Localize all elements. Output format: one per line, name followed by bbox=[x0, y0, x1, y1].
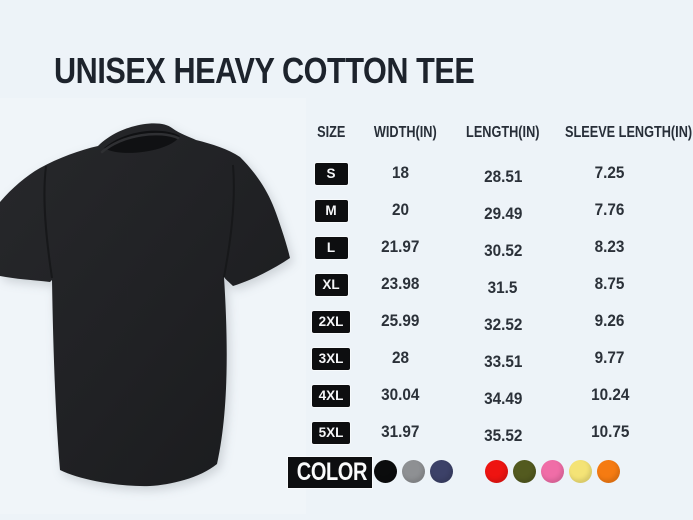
size-table: SIZE WIDTH(IN) LENGTH(IN) SLEEVE LENGTH(… bbox=[295, 115, 693, 455]
table-row: M 20 29.49 7.76 bbox=[295, 199, 693, 223]
size-badge: 3XL bbox=[311, 348, 351, 370]
sleeve-value: 9.77 bbox=[595, 348, 625, 367]
color-swatch bbox=[597, 460, 620, 483]
length-value: 30.52 bbox=[483, 241, 523, 260]
table-row: 5XL 31.97 35.52 10.75 bbox=[295, 421, 693, 445]
sleeve-value: 9.26 bbox=[595, 311, 625, 330]
tshirt-sleeve-seam-left bbox=[43, 165, 53, 279]
sleeve-value: 7.76 bbox=[595, 200, 625, 219]
width-value: 25.99 bbox=[380, 311, 420, 330]
color-swatch bbox=[513, 460, 536, 483]
table-row: S 18 28.51 7.25 bbox=[295, 162, 693, 186]
column-header-length: LENGTH(IN) bbox=[466, 124, 540, 141]
width-value: 20 bbox=[391, 200, 409, 219]
color-swatch bbox=[569, 460, 592, 483]
tshirt-image bbox=[0, 123, 290, 487]
color-swatch bbox=[430, 460, 453, 483]
color-label: COLOR bbox=[296, 458, 368, 486]
width-value: 30.04 bbox=[380, 385, 420, 404]
tshirt-sleeve-seam-right bbox=[223, 164, 235, 278]
width-value: 23.98 bbox=[380, 274, 420, 293]
table-row: XL 23.98 31.5 8.75 bbox=[295, 273, 693, 297]
tshirt-collar bbox=[104, 130, 180, 153]
sleeve-value: 10.24 bbox=[590, 385, 630, 404]
sleeve-value: 8.23 bbox=[595, 237, 625, 256]
length-value: 32.52 bbox=[483, 315, 523, 334]
color-swatches bbox=[374, 460, 620, 483]
size-table-header: SIZE WIDTH(IN) LENGTH(IN) SLEEVE LENGTH(… bbox=[295, 123, 693, 143]
length-value: 31.5 bbox=[488, 278, 518, 297]
width-value: 18 bbox=[391, 163, 409, 182]
length-value: 29.49 bbox=[483, 204, 523, 223]
color-swatch bbox=[374, 460, 397, 483]
size-badge: S bbox=[314, 163, 348, 185]
width-value: 21.97 bbox=[380, 237, 420, 256]
size-badge: XL bbox=[314, 274, 348, 296]
length-value: 28.51 bbox=[483, 167, 523, 186]
width-value: 31.97 bbox=[380, 422, 420, 441]
color-swatch bbox=[485, 460, 508, 483]
length-value: 33.51 bbox=[483, 352, 523, 371]
size-badge: 2XL bbox=[311, 311, 351, 333]
color-swatch bbox=[402, 460, 425, 483]
sleeve-value: 10.75 bbox=[590, 422, 630, 441]
tshirt-body bbox=[0, 123, 290, 487]
column-header-size: SIZE bbox=[316, 124, 346, 141]
size-badge: 5XL bbox=[311, 422, 351, 444]
table-row: 2XL 25.99 32.52 9.26 bbox=[295, 310, 693, 334]
page-title: UNISEX HEAVY COTTON TEE bbox=[54, 50, 475, 91]
tshirt-collar-seam bbox=[100, 132, 180, 154]
table-row: L 21.97 30.52 8.23 bbox=[295, 236, 693, 260]
color-label-badge: COLOR bbox=[288, 457, 372, 488]
size-badge: 4XL bbox=[311, 385, 351, 407]
table-row: 4XL 30.04 34.49 10.24 bbox=[295, 384, 693, 408]
color-swatch bbox=[541, 460, 564, 483]
length-value: 35.52 bbox=[483, 426, 523, 445]
size-badge: M bbox=[314, 200, 348, 222]
table-row: 3XL 28 33.51 9.77 bbox=[295, 347, 693, 371]
length-value: 34.49 bbox=[483, 389, 523, 408]
column-header-width: WIDTH(IN) bbox=[373, 124, 437, 141]
column-header-sleeve-length: SLEEVE LENGTH(IN) bbox=[565, 124, 693, 141]
sleeve-value: 8.75 bbox=[595, 274, 625, 293]
size-badge: L bbox=[314, 237, 348, 259]
width-value: 28 bbox=[391, 348, 409, 367]
sleeve-value: 7.25 bbox=[595, 163, 625, 182]
